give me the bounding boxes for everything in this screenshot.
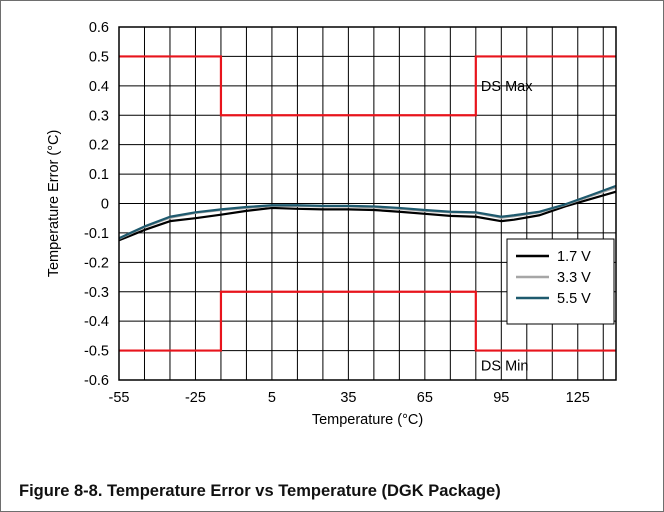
x-tick-label: 5	[268, 390, 276, 406]
y-tick-label: -0.4	[84, 314, 109, 330]
limit-line	[119, 55, 616, 117]
legend-label: 5.5 V	[557, 291, 591, 307]
plot-border	[118, 26, 617, 381]
figure-caption: Figure 8-8. Temperature Error vs Tempera…	[19, 482, 501, 500]
x-axis-title: Temperature (°C)	[312, 412, 423, 428]
y-tick-label: 0	[101, 197, 109, 213]
y-tick-label: -0.6	[84, 373, 109, 389]
y-tick-label: -0.5	[84, 344, 109, 360]
limit-line	[119, 290, 616, 352]
y-tick-label: 0.5	[89, 49, 109, 65]
x-tick-label: 35	[340, 390, 356, 406]
limit-label-max: DS Max	[481, 79, 533, 95]
series-line-3	[118, 184, 617, 240]
legend-box	[506, 238, 615, 325]
x-tick-label: -25	[185, 390, 206, 406]
x-tick-labels: -55 -25 5 35 65 95 125	[109, 390, 590, 406]
y-tick-label: 0.4	[89, 79, 109, 95]
y-tick-label: -0.1	[84, 226, 109, 242]
y-tick-label: 0.6	[89, 20, 109, 36]
grid-layer	[119, 27, 616, 380]
x-tick-label: -55	[109, 390, 130, 406]
x-tick-label: 65	[417, 390, 433, 406]
x-tick-label: 95	[493, 390, 509, 406]
legend-label: 1.7 V	[557, 249, 591, 265]
y-tick-label: 0.1	[89, 167, 109, 183]
limit-layer	[119, 55, 616, 352]
series-layer	[118, 184, 617, 242]
legend: 1.7 V 3.3 V 5.5 V	[506, 238, 615, 325]
y-tick-label: 0.2	[89, 138, 109, 154]
y-tick-label: -0.3	[84, 285, 109, 301]
y-tick-label: -0.2	[84, 255, 109, 271]
x-tick-label: 125	[566, 390, 590, 406]
y-tick-label: 0.3	[89, 108, 109, 124]
limit-label-min: DS Min	[481, 358, 529, 374]
legend-label: 3.3 V	[557, 270, 591, 286]
chart-svg: 0.6 0.5 0.4 0.3 0.2 0.1 0 -0.1 -0.2 -0.3 -0.4 -0.5 -…	[46, 20, 617, 428]
y-tick-labels: 0.6 0.5 0.4 0.3 0.2 0.1 0 -0.1 -0.2 -0.3 -0.4 -0.5 -…	[84, 20, 109, 389]
y-axis-title: Temperature Error (°C)	[46, 130, 62, 278]
limit-labels: DS Max DS Min	[481, 79, 533, 374]
series-line-1	[118, 190, 617, 242]
